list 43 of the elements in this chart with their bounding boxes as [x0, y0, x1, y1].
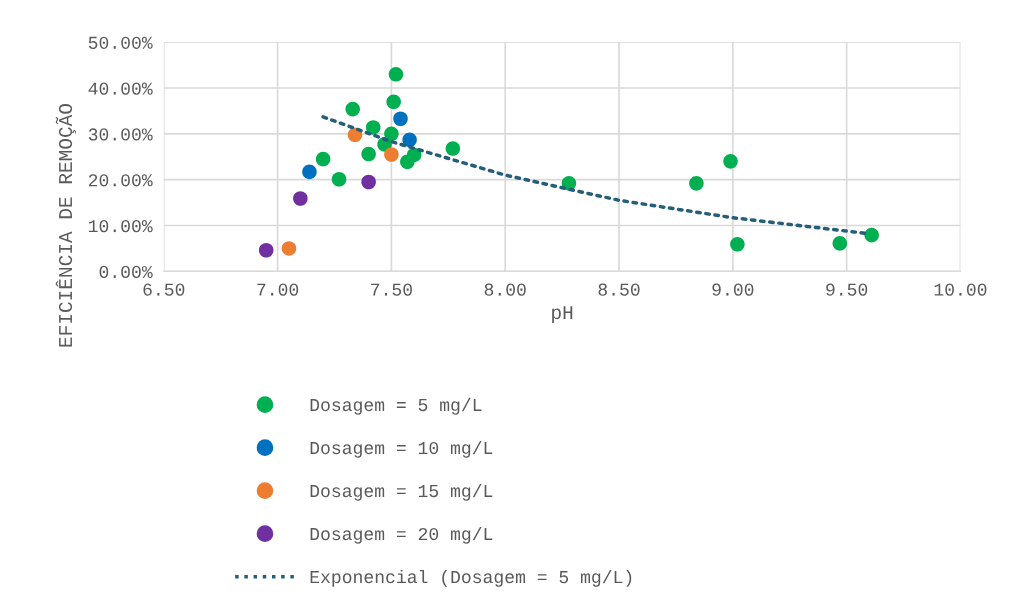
point	[723, 154, 738, 169]
x-tick-label: 10.00	[934, 283, 987, 296]
point	[258, 242, 274, 258]
x-tick-label: 7.50	[371, 283, 412, 296]
y-tick-label: 30.00%	[88, 128, 153, 141]
point	[361, 146, 376, 162]
point	[384, 147, 399, 162]
y-axis-title: EFICIÊNCIA DE REMOÇÃO	[55, 103, 77, 347]
point	[388, 67, 404, 82]
legend-label: Exponencial (Dosagem = 5 mg/L)	[310, 569, 632, 587]
point	[864, 227, 879, 243]
y-tick-label: 10.00%	[88, 219, 153, 233]
point	[400, 154, 415, 170]
x-tick-label: 8.00	[484, 283, 526, 296]
legend-label: Dosagem = 10 mg/L	[310, 440, 493, 458]
x-tick-label: 9.50	[826, 283, 868, 296]
point	[402, 132, 417, 148]
y-tick-label: 40.00%	[88, 82, 153, 95]
y-tick-label: 20.00%	[88, 174, 153, 187]
point	[315, 151, 331, 167]
x-tick-label: 8.50	[598, 283, 640, 296]
point	[331, 171, 347, 187]
point	[689, 176, 704, 191]
point	[832, 236, 848, 251]
point	[386, 94, 401, 110]
point	[445, 141, 461, 156]
y-tick-label: 50.00%	[88, 36, 153, 49]
point	[293, 191, 308, 206]
point	[281, 241, 297, 256]
x-axis-title: pH	[552, 306, 573, 323]
x-tick-label: 9.00	[712, 283, 754, 296]
point	[393, 111, 408, 127]
point	[730, 237, 745, 252]
x-tick-label: 6.50	[143, 283, 185, 296]
point	[302, 164, 317, 180]
x-tick-label: 7.00	[257, 283, 299, 296]
point	[361, 174, 376, 190]
point	[365, 120, 381, 135]
legend-label: Dosagem = 20 mg/L	[310, 526, 493, 544]
legend-label: Dosagem = 5 mg/L	[310, 397, 482, 415]
y-tick-label: 0.00%	[99, 265, 153, 279]
legend-label: Dosagem = 15 mg/L	[310, 483, 493, 501]
point	[345, 101, 360, 117]
